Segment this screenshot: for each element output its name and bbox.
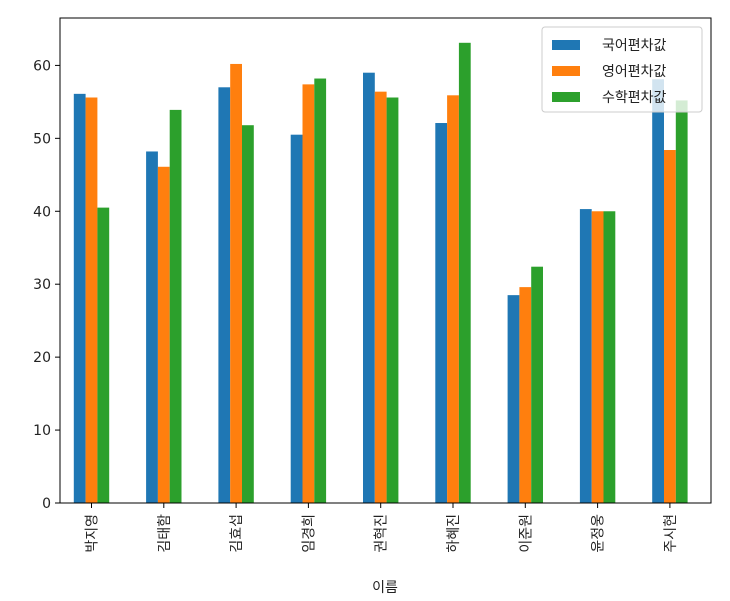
bar-2-5 [374, 91, 387, 503]
bar-3-2 [169, 109, 182, 503]
x-tick-label: 김태함 [157, 514, 173, 553]
y-axis: 0 10 20 30 40 50 60 [33, 58, 60, 512]
bar-3-5 [386, 97, 399, 503]
y-tick-label: 0 [42, 496, 51, 512]
bar-2-8 [591, 211, 604, 503]
x-tick-label: 주시현 [663, 514, 679, 553]
bar-1-1 [73, 93, 86, 503]
x-tick-label: 김효섭 [229, 514, 245, 553]
x-tick-label: 권혁진 [374, 514, 390, 553]
plot-frame [59, 17, 712, 504]
bar-1-8 [579, 209, 592, 503]
bar-1-4 [290, 134, 303, 503]
bar-3-7 [531, 266, 543, 503]
bar-2-1 [85, 97, 98, 503]
bars-layer [73, 42, 688, 504]
bar-2-6 [447, 95, 459, 503]
bar-2-2 [157, 166, 170, 503]
legend-swatch-1 [552, 40, 580, 50]
y-tick-label: 20 [33, 350, 51, 366]
x-tick-label: 하혜진 [446, 514, 462, 553]
bar-1-7 [507, 295, 520, 503]
y-tick-label: 40 [33, 204, 51, 220]
bar-3-6 [458, 42, 471, 504]
bar-3-8 [603, 211, 616, 503]
x-axis-label: 이름 [372, 580, 398, 596]
bar-2-7 [519, 287, 532, 503]
legend-swatch-2 [552, 66, 580, 76]
y-tick-label: 50 [33, 131, 51, 147]
bar-1-6 [435, 123, 448, 504]
x-axis: 박지영 김태함 김효섭 임경희 권혁진 하혜진 이준원 윤정웅 주시현 [85, 503, 679, 553]
bar-1-9 [652, 79, 664, 503]
x-tick-label: 임경희 [301, 514, 317, 553]
bar-1-5 [363, 72, 375, 503]
bar-3-1 [97, 207, 110, 503]
bar-3-9 [675, 100, 688, 503]
legend-label-1: 국어편차값 [602, 38, 667, 54]
x-tick-label: 박지영 [85, 514, 101, 553]
bar-2-3 [230, 63, 242, 503]
y-tick-label: 30 [33, 277, 51, 293]
bar-2-4 [302, 84, 315, 504]
bar-3-4 [314, 78, 327, 503]
legend-box [541, 26, 703, 113]
bar-1-3 [218, 87, 231, 503]
bar-3-3 [242, 125, 254, 504]
legend-swatch-3 [552, 92, 580, 102]
bar-2-9 [664, 150, 676, 503]
x-tick-label: 윤정웅 [591, 514, 607, 553]
legend-label-3: 수학편차값 [602, 90, 667, 106]
y-tick-label: 60 [33, 58, 51, 74]
x-tick-label: 이준원 [518, 514, 534, 553]
y-tick-label: 10 [33, 423, 51, 439]
bar-1-2 [146, 151, 158, 503]
legend-label-2: 영어편차값 [602, 64, 667, 80]
